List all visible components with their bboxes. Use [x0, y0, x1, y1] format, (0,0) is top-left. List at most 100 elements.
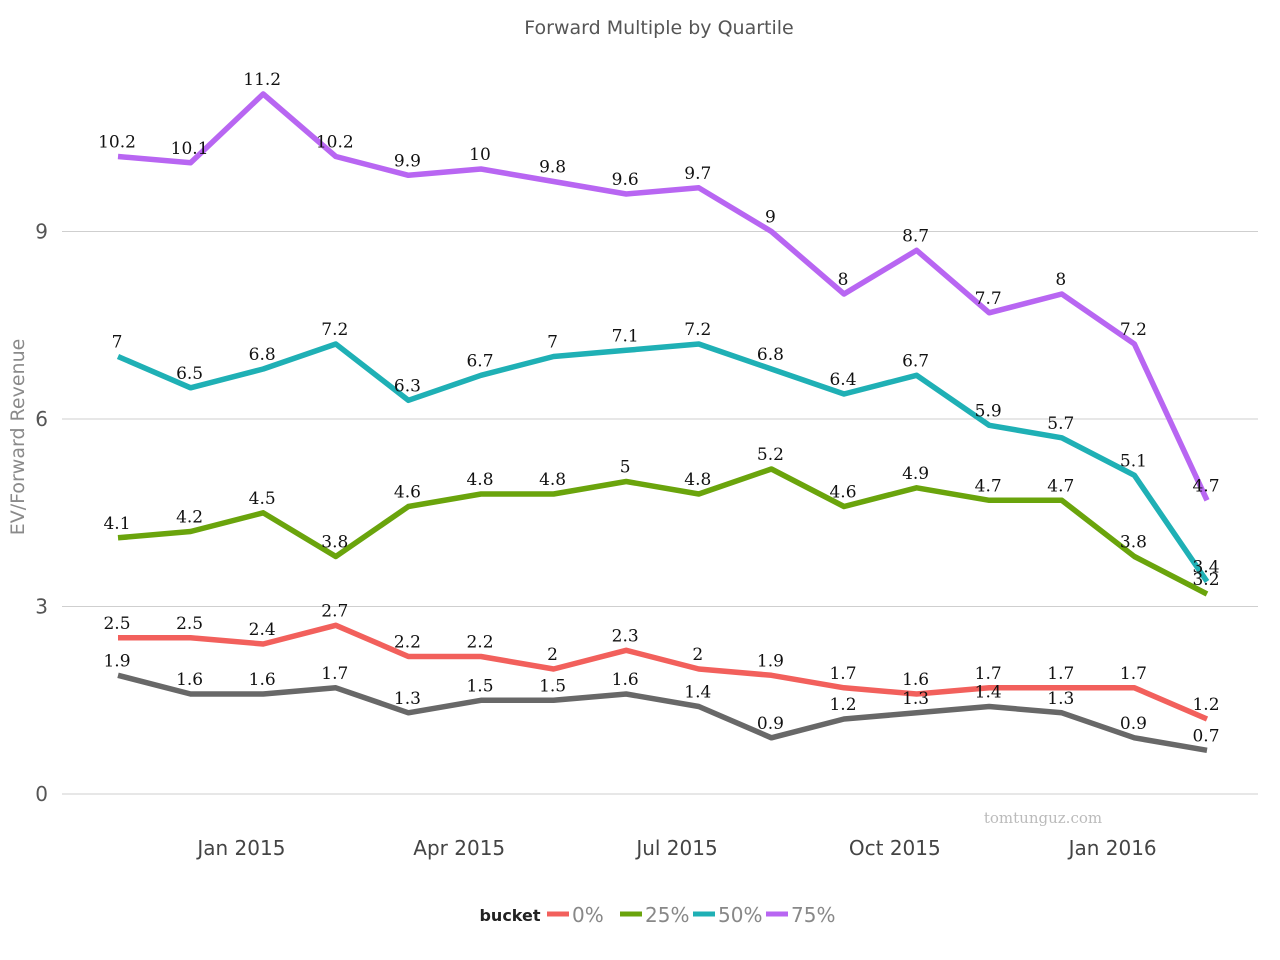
data-label: 9 — [765, 208, 776, 228]
series-line-0pct — [118, 622, 1209, 722]
data-label: 3.2 — [1192, 570, 1219, 590]
y-tick-labels: 0 3 6 9 — [35, 220, 48, 807]
data-label: 5.9 — [975, 401, 1002, 421]
data-label: 4.7 — [1047, 476, 1074, 496]
data-label: 3.8 — [1120, 533, 1147, 553]
data-label: 4.6 — [394, 483, 421, 503]
data-label: 10.2 — [98, 133, 136, 153]
data-label: 4.8 — [539, 470, 566, 490]
data-label: 8 — [1055, 270, 1066, 290]
watermark: tomtunguz.com — [984, 809, 1102, 827]
data-label: 2 — [547, 645, 558, 665]
legend-title: bucket — [479, 906, 540, 925]
data-label: 2.2 — [466, 633, 493, 653]
data-label: 0.9 — [757, 714, 784, 734]
data-label: 3.8 — [321, 533, 348, 553]
data-label: 7 — [112, 333, 123, 353]
data-label: 1.9 — [103, 651, 130, 671]
data-label: 4.8 — [684, 470, 711, 490]
data-label: 4.5 — [249, 489, 276, 509]
series-line-75pct — [117, 91, 1210, 502]
data-label: 9.8 — [539, 158, 566, 178]
data-label: 1.3 — [394, 689, 421, 709]
chart-title: Forward Multiple by Quartile — [524, 17, 793, 39]
data-label: 0.9 — [1120, 714, 1147, 734]
y-tick-label: 9 — [35, 220, 48, 244]
data-label: 1.5 — [466, 676, 493, 696]
data-label: 4.7 — [975, 476, 1002, 496]
y-tick-label: 3 — [35, 595, 48, 619]
data-label: 1.7 — [1047, 664, 1074, 684]
data-label: 10.1 — [171, 139, 209, 159]
data-label: 1.5 — [539, 676, 566, 696]
data-label: 9.9 — [394, 151, 421, 171]
x-tick-label: Jan 2015 — [195, 836, 285, 860]
data-label: 4.8 — [466, 470, 493, 490]
y-tick-label: 6 — [35, 407, 48, 431]
series-line-25pct — [117, 466, 1209, 597]
data-label: 8 — [838, 270, 849, 290]
y-tick-label: 0 — [35, 782, 48, 806]
data-label: 3.4 — [1192, 558, 1219, 578]
data-label: 6.8 — [757, 345, 784, 365]
data-label: 9.7 — [684, 164, 711, 184]
data-label: 10 — [469, 145, 491, 165]
data-label: 6.4 — [829, 370, 856, 390]
data-label: 1.6 — [176, 670, 203, 690]
data-label: 7.7 — [975, 289, 1002, 309]
data-label: 1.4 — [975, 683, 1002, 703]
data-label: 1.4 — [684, 683, 711, 703]
x-tick-labels: Jan 2015 Apr 2015 Jul 2015 Oct 2015 Jan 2016 — [195, 836, 1156, 860]
data-label: 8.7 — [902, 226, 929, 246]
y-axis-label: EV/Forward Revenue — [7, 339, 29, 536]
data-label: 2.2 — [394, 633, 421, 653]
data-label: 10.2 — [316, 133, 354, 153]
data-label: 2.5 — [176, 614, 203, 634]
data-label: 5.2 — [757, 445, 784, 465]
legend-label: 50% — [718, 903, 762, 927]
data-label: 4.6 — [829, 483, 856, 503]
series-line-50pct — [116, 341, 1210, 584]
data-label: 0.7 — [1192, 726, 1219, 746]
data-label: 4.7 — [1192, 476, 1219, 496]
data-labels: 10.2 10.1 11.2 10.2 9.9 10 9.8 9.6 9.7 9 8 8.7 7.7 8 7… — [98, 70, 1219, 746]
data-label: 2.3 — [612, 626, 639, 646]
data-label: 6.7 — [902, 351, 929, 371]
x-tick-label: Oct 2015 — [849, 836, 941, 860]
data-label: 2 — [692, 645, 703, 665]
data-label: 9.6 — [612, 170, 639, 190]
data-label: 4.1 — [103, 514, 130, 534]
data-label: 1.7 — [1120, 664, 1147, 684]
gridlines — [62, 231, 1258, 795]
data-label: 6.3 — [394, 376, 421, 396]
data-label: 1.3 — [902, 689, 929, 709]
data-label: 2.5 — [103, 614, 130, 634]
data-label: 7.1 — [612, 326, 639, 346]
data-label: 1.7 — [975, 664, 1002, 684]
x-tick-label: Jul 2015 — [634, 836, 717, 860]
series-lines — [116, 91, 1210, 754]
data-label: 1.3 — [1047, 689, 1074, 709]
data-label: 7.2 — [1120, 320, 1147, 340]
data-label: 1.7 — [829, 664, 856, 684]
data-label: 1.6 — [612, 670, 639, 690]
data-label: 4.2 — [176, 508, 203, 528]
legend: bucket 0% 25% 50% 75% — [479, 903, 835, 927]
data-label: 1.7 — [321, 664, 348, 684]
data-label: 11.2 — [243, 70, 281, 90]
data-label: 7.2 — [321, 320, 348, 340]
data-label: 1.2 — [829, 695, 856, 715]
x-tick-label: Apr 2015 — [413, 836, 505, 860]
series-line-unlabeled — [117, 672, 1208, 754]
data-label: 7.2 — [684, 320, 711, 340]
data-label: 6.8 — [249, 345, 276, 365]
data-label: 5.1 — [1120, 451, 1147, 471]
data-label: 2.7 — [321, 601, 348, 621]
data-label: 2.4 — [249, 620, 276, 640]
data-label: 5 — [620, 458, 631, 478]
legend-label: 25% — [645, 903, 689, 927]
data-label: 5.7 — [1047, 414, 1074, 434]
data-label: 1.6 — [902, 670, 929, 690]
legend-label: 75% — [791, 903, 835, 927]
